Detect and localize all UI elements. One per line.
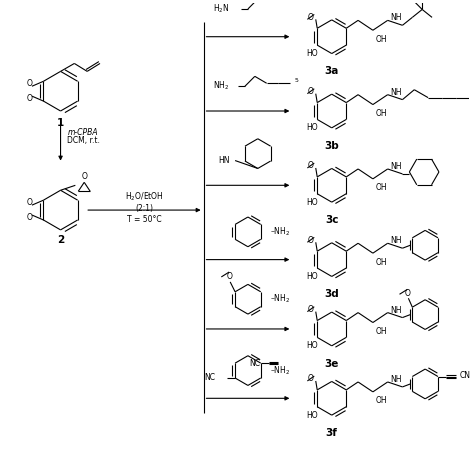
Text: NH: NH: [390, 306, 402, 315]
Text: –NH$_2$: –NH$_2$: [270, 293, 290, 305]
Text: O: O: [27, 94, 32, 103]
Text: T = 50°C: T = 50°C: [127, 216, 162, 225]
Text: (2:1): (2:1): [136, 204, 154, 213]
Text: O: O: [81, 173, 87, 182]
Text: O: O: [27, 79, 32, 88]
Text: O: O: [226, 273, 232, 282]
Text: $\mathregular{O}$: $\mathregular{O}$: [307, 303, 314, 314]
Text: $\mathregular{O}$: $\mathregular{O}$: [307, 85, 314, 96]
Text: CN: CN: [460, 371, 471, 380]
Text: 3b: 3b: [324, 141, 339, 151]
Text: 1: 1: [57, 118, 64, 128]
Text: –NH$_2$: –NH$_2$: [270, 365, 290, 377]
Text: NH: NH: [390, 13, 402, 22]
Text: OH: OH: [376, 109, 387, 118]
Text: OH: OH: [376, 257, 387, 266]
Text: OH: OH: [376, 183, 387, 192]
Text: DCM, r.t.: DCM, r.t.: [67, 136, 100, 145]
Text: NH: NH: [390, 162, 402, 171]
Text: NH: NH: [390, 236, 402, 245]
Text: HO: HO: [306, 123, 318, 132]
Text: –NH$_2$: –NH$_2$: [270, 226, 290, 238]
Text: HO: HO: [306, 272, 318, 281]
Text: HO: HO: [306, 49, 318, 58]
Text: H$_2$O/EtOH: H$_2$O/EtOH: [125, 191, 164, 203]
Text: $\mathregular{O}$: $\mathregular{O}$: [307, 11, 314, 22]
Text: HO: HO: [306, 198, 318, 207]
Text: 3a: 3a: [325, 66, 339, 76]
Text: HO: HO: [306, 341, 318, 350]
Text: $\mathregular{O}$: $\mathregular{O}$: [307, 159, 314, 171]
Text: O: O: [404, 289, 410, 298]
Text: OH: OH: [376, 327, 387, 336]
Text: 3d: 3d: [324, 289, 339, 299]
Text: 3f: 3f: [326, 428, 337, 438]
Text: 3e: 3e: [325, 359, 339, 369]
Text: OH: OH: [376, 396, 387, 405]
Text: m-CPBA: m-CPBA: [67, 128, 98, 137]
Text: $\mathregular{O}$: $\mathregular{O}$: [307, 234, 314, 245]
Text: 5: 5: [294, 78, 298, 83]
Text: 2: 2: [57, 235, 64, 245]
Text: H$_2$N: H$_2$N: [213, 3, 230, 15]
Text: NH: NH: [390, 88, 402, 97]
Text: OH: OH: [376, 35, 387, 44]
Text: HN: HN: [219, 156, 230, 165]
Text: 3c: 3c: [325, 215, 338, 225]
Text: NC: NC: [204, 374, 215, 383]
Text: NC: NC: [249, 359, 260, 368]
Text: HO: HO: [306, 410, 318, 419]
Text: O: O: [27, 213, 32, 222]
Text: $\mathregular{O}$: $\mathregular{O}$: [307, 373, 314, 383]
Text: NH: NH: [390, 375, 402, 384]
Text: NH$_2$: NH$_2$: [213, 80, 229, 92]
Text: O: O: [27, 198, 32, 207]
